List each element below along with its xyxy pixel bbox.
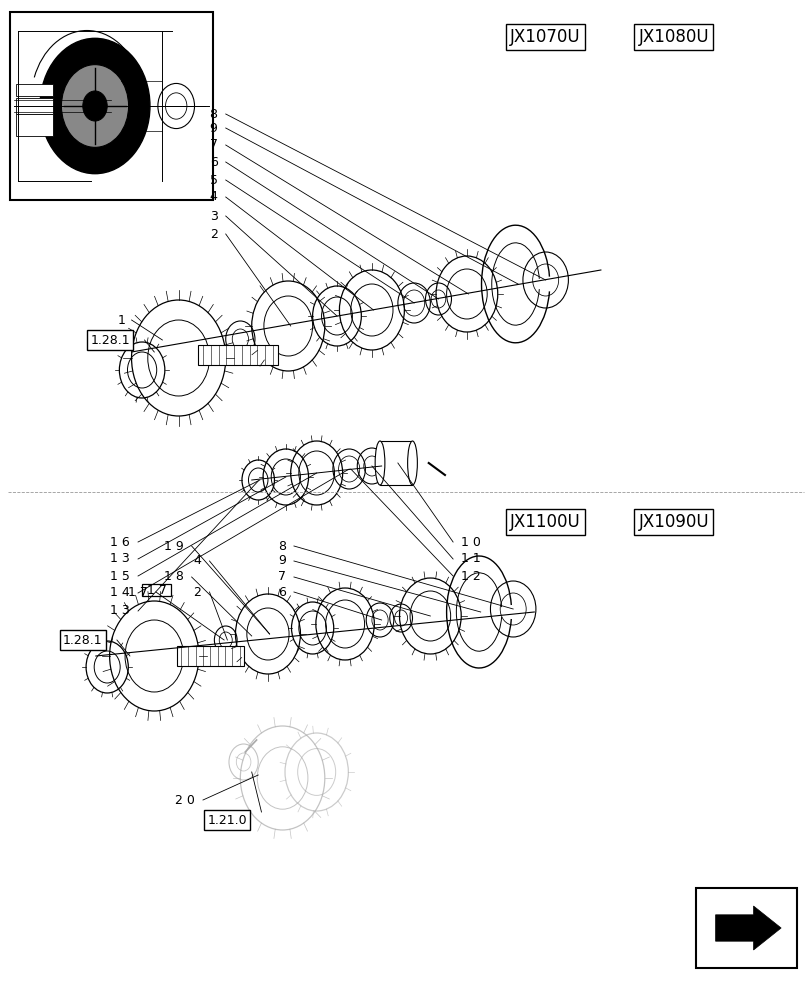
Polygon shape (714, 906, 780, 950)
Text: JX1080U: JX1080U (638, 28, 708, 46)
Text: 1 7: 1 7 (128, 585, 148, 598)
Text: 1 5: 1 5 (110, 570, 130, 582)
Text: 1 7: 1 7 (147, 584, 166, 596)
Text: 1.21.0: 1.21.0 (208, 814, 247, 826)
Text: 4: 4 (209, 190, 217, 204)
Text: 4: 4 (193, 554, 201, 568)
Text: 9: 9 (209, 121, 217, 134)
Text: JX1070U: JX1070U (510, 28, 580, 46)
Circle shape (40, 38, 150, 174)
FancyBboxPatch shape (16, 114, 53, 136)
FancyBboxPatch shape (142, 584, 171, 596)
Text: JX1100U: JX1100U (509, 513, 581, 531)
Text: 1 6: 1 6 (110, 536, 130, 548)
Text: 1 0: 1 0 (461, 536, 480, 548)
Text: 2: 2 (209, 228, 217, 240)
Text: 6: 6 (277, 585, 285, 598)
Text: 7: 7 (209, 138, 217, 151)
FancyBboxPatch shape (16, 98, 53, 114)
Text: 1.28.1: 1.28.1 (91, 334, 130, 347)
FancyBboxPatch shape (16, 84, 53, 96)
Text: JX1090U: JX1090U (638, 513, 708, 531)
Text: 1 2: 1 2 (461, 570, 480, 582)
Text: 1 4: 1 4 (110, 586, 130, 599)
Text: 8: 8 (277, 540, 285, 552)
FancyBboxPatch shape (198, 345, 277, 365)
Text: 6: 6 (209, 155, 217, 168)
Text: 7: 7 (277, 570, 285, 584)
Text: 1.28.1: 1.28.1 (63, 634, 102, 647)
FancyBboxPatch shape (695, 888, 796, 968)
Text: 1 1: 1 1 (461, 552, 480, 566)
Circle shape (83, 91, 107, 121)
Text: 2 0: 2 0 (175, 794, 195, 806)
Ellipse shape (375, 441, 384, 485)
Text: 2: 2 (193, 585, 201, 598)
Text: 1 8: 1 8 (164, 570, 183, 584)
Text: 3: 3 (209, 210, 217, 223)
Text: 9: 9 (277, 554, 285, 568)
FancyBboxPatch shape (380, 441, 412, 485)
Circle shape (62, 65, 128, 147)
FancyBboxPatch shape (177, 646, 243, 666)
Text: 1 3: 1 3 (110, 604, 130, 617)
Ellipse shape (407, 441, 417, 485)
Text: 1: 1 (118, 314, 126, 326)
Text: 8: 8 (209, 107, 217, 120)
Text: 5: 5 (209, 174, 217, 186)
Text: 1 3: 1 3 (110, 552, 130, 566)
FancyBboxPatch shape (10, 12, 212, 200)
Text: 1 9: 1 9 (164, 540, 183, 552)
